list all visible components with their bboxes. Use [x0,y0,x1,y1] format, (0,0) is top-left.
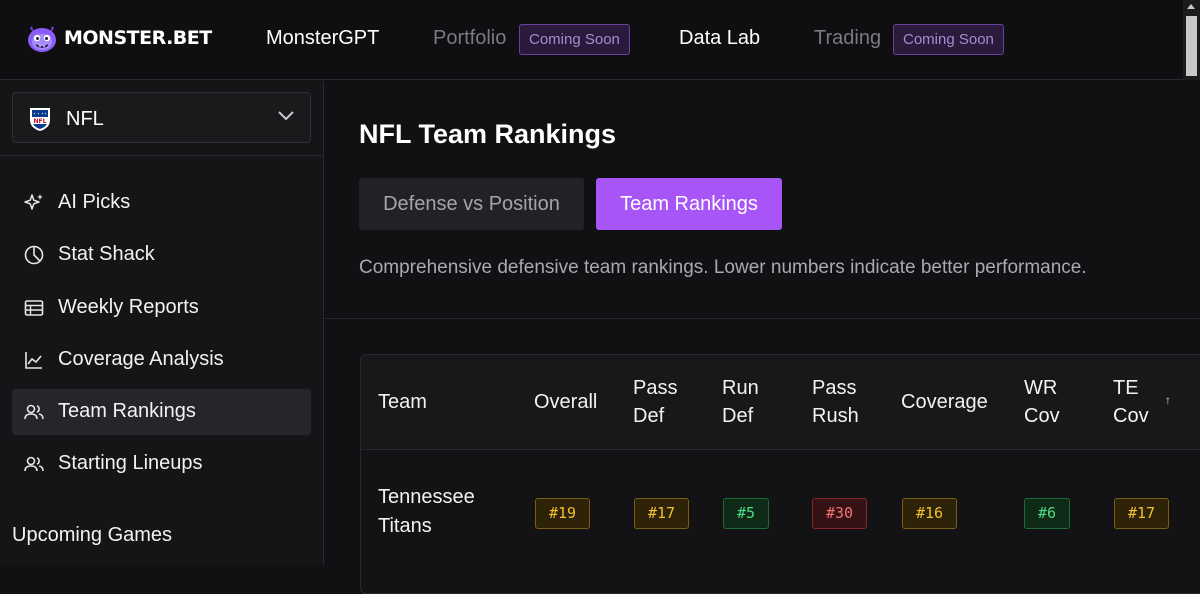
scroll-up-arrow-icon[interactable] [1187,4,1195,9]
sidebar-item-label: Starting Lineups [58,452,203,474]
scrollbar-thumb[interactable] [1186,16,1197,76]
users-icon [24,404,44,420]
rank-badge-pass-rush: #30 [812,498,867,529]
nav-portfolio[interactable]: Portfolio [433,27,507,49]
sidebar-divider [0,155,323,156]
nav-trading[interactable]: Trading [814,27,882,49]
header-line: Run [722,377,759,399]
table-row[interactable]: Tennessee Titans #19 #17 #5 #30 #16 #6 #1… [361,467,1200,567]
rank-badge-overall: #19 [535,498,590,529]
sidebar-item-label: Coverage Analysis [58,348,224,370]
page-title: NFL Team Rankings [359,119,617,149]
header-line: Def [633,405,665,427]
sidebar-item-label: Weekly Reports [58,296,199,318]
nfl-shield-icon: NFL [30,108,50,131]
sidebar-section-upcoming-games[interactable]: Upcoming Games [12,524,173,546]
chevron-down-icon [278,111,294,121]
page-scrollbar[interactable] [1183,0,1200,80]
svg-text:NFL: NFL [34,118,47,125]
coming-soon-badge: Coming Soon [893,24,1004,55]
brand-name: MONSTER.BET [64,27,212,49]
sparkles-icon [24,194,43,210]
column-header-pass-rush[interactable]: Pass Rush [812,374,859,430]
sidebar-item-weekly-reports[interactable]: Weekly Reports [12,285,311,331]
sort-arrow-icon[interactable]: ↑ [1165,393,1171,407]
brand-logo[interactable]: MONSTER.BET [24,20,212,56]
header-line: Cov [1113,405,1149,427]
sidebar-item-label: Stat Shack [58,243,155,265]
header-line: Def [722,405,754,427]
line-chart-icon [25,352,42,369]
column-header-overall[interactable]: Overall [534,388,597,416]
section-divider [325,318,1200,319]
top-navbar: MONSTER.BET MonsterGPT Portfolio Coming … [0,0,1200,80]
league-label: NFL [66,108,104,130]
main-content: NFL Team Rankings Defense vs Position Te… [325,81,1200,594]
league-select[interactable]: NFL NFL [12,92,311,143]
rank-badge-te-cov: #17 [1114,498,1169,529]
sidebar-item-stat-shack[interactable]: Stat Shack [12,232,311,278]
nav-data-lab[interactable]: Data Lab [679,27,761,49]
team-name-line: Titans [378,515,432,537]
sidebar: NFL NFL AI Picks Stat Shack Weekly Repor… [0,81,324,565]
rank-badge-pass-def: #17 [634,498,689,529]
rank-badge-run-def: #5 [723,498,769,529]
header-line: Cov [1024,405,1060,427]
sidebar-item-label: Team Rankings [58,400,196,422]
page-description: Comprehensive defensive team rankings. L… [359,257,1087,278]
team-name[interactable]: Tennessee Titans [378,483,475,541]
header-line: Overall [534,391,598,413]
table-header: Team Overall Pass Def Run Def Pass Rush Cov… [361,355,1200,450]
sidebar-item-team-rankings[interactable]: Team Rankings [12,389,311,435]
rank-badge-coverage: #16 [902,498,957,529]
rank-badge-wr-cov: #6 [1024,498,1070,529]
team-name-line: Tennessee [378,486,475,508]
header-line: Rush [812,405,859,427]
header-line: WR [1024,377,1058,399]
column-header-te-cov[interactable]: TE Cov [1113,374,1149,430]
header-line: Pass [633,377,678,399]
column-header-team[interactable]: Team [378,388,427,416]
column-header-run-def[interactable]: Run Def [722,374,759,430]
header-line: Coverage [901,391,988,413]
table-icon [24,300,44,316]
column-header-pass-def[interactable]: Pass Def [633,374,677,430]
tab-team-rankings[interactable]: Team Rankings [596,178,782,230]
header-line: TE [1113,377,1139,399]
sidebar-item-ai-picks[interactable]: AI Picks [12,180,311,226]
header-line: Pass [812,377,857,399]
rankings-table: Team Overall Pass Def Run Def Pass Rush Cov… [360,354,1200,594]
users-icon [24,456,44,472]
header-line: Team [378,391,427,413]
nav-monstergpt[interactable]: MonsterGPT [266,27,380,49]
column-header-coverage[interactable]: Coverage [901,388,988,416]
column-header-wr-cov[interactable]: WR Cov [1024,374,1060,430]
sidebar-item-coverage-analysis[interactable]: Coverage Analysis [12,337,311,383]
pie-chart-icon [24,245,44,265]
sidebar-item-starting-lineups[interactable]: Starting Lineups [12,441,311,487]
coming-soon-badge: Coming Soon [519,24,630,55]
sidebar-item-label: AI Picks [58,191,131,213]
tab-defense-vs-position[interactable]: Defense vs Position [359,178,584,230]
monster-logo-icon [28,26,56,52]
